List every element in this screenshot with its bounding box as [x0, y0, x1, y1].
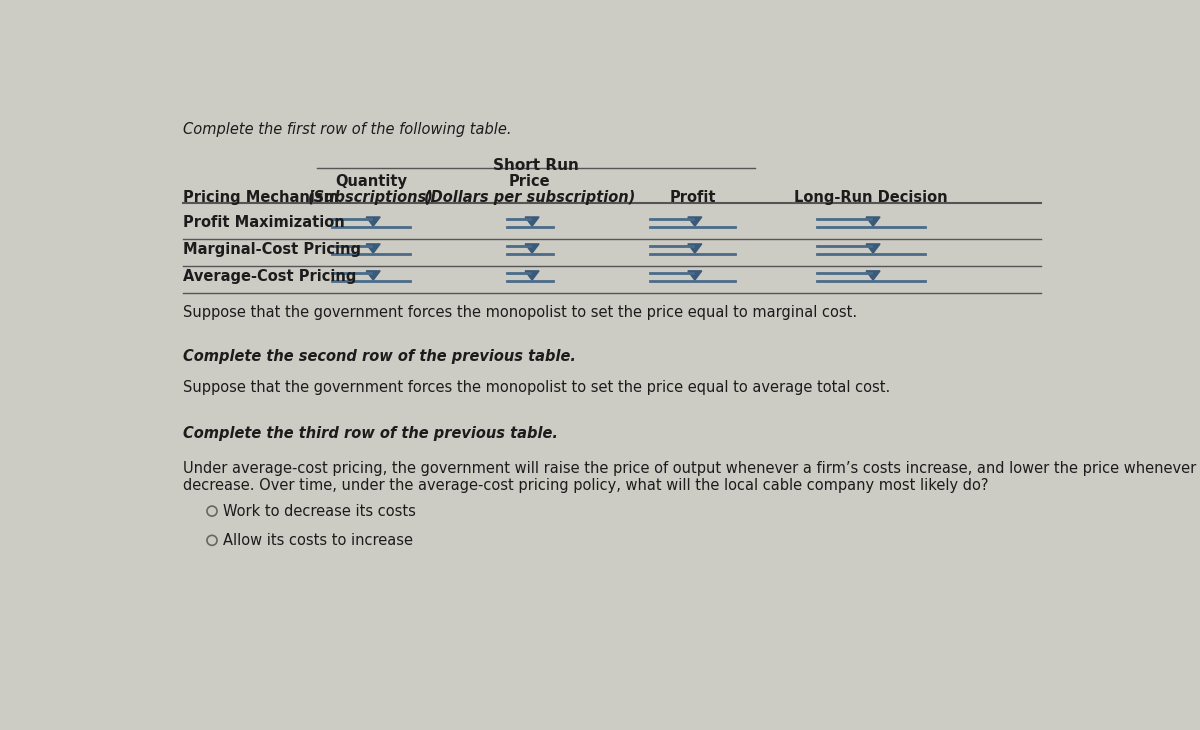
Text: Profit: Profit [670, 190, 715, 205]
Polygon shape [366, 244, 380, 253]
Polygon shape [866, 244, 880, 253]
Text: Quantity: Quantity [335, 174, 407, 189]
Text: Work to decrease its costs: Work to decrease its costs [223, 504, 415, 518]
Text: Allow its costs to increase: Allow its costs to increase [223, 533, 413, 548]
Text: Complete the first row of the following table.: Complete the first row of the following … [182, 122, 511, 137]
Text: Under average-cost pricing, the government will raise the price of output whenev: Under average-cost pricing, the governme… [182, 461, 1200, 476]
Text: (Dollars per subscription): (Dollars per subscription) [424, 190, 635, 205]
Polygon shape [366, 271, 380, 280]
Polygon shape [866, 217, 880, 226]
Text: Price: Price [509, 174, 551, 189]
Polygon shape [526, 217, 539, 226]
Text: Profit Maximization: Profit Maximization [182, 215, 344, 230]
Text: Marginal-Cost Pricing: Marginal-Cost Pricing [182, 242, 360, 257]
Text: decrease. Over time, under the average-cost pricing policy, what will the local : decrease. Over time, under the average-c… [182, 478, 988, 493]
Polygon shape [526, 271, 539, 280]
Text: Average-Cost Pricing: Average-Cost Pricing [182, 269, 356, 284]
Text: Short Run: Short Run [493, 158, 578, 174]
Text: Suppose that the government forces the monopolist to set the price equal to aver: Suppose that the government forces the m… [182, 380, 890, 395]
Text: (Subscriptions): (Subscriptions) [308, 190, 434, 205]
Text: Suppose that the government forces the monopolist to set the price equal to marg: Suppose that the government forces the m… [182, 304, 857, 320]
Polygon shape [866, 271, 880, 280]
Polygon shape [366, 217, 380, 226]
Text: Long-Run Decision: Long-Run Decision [794, 190, 948, 205]
Polygon shape [688, 217, 702, 226]
Polygon shape [688, 244, 702, 253]
Text: Complete the second row of the previous table.: Complete the second row of the previous … [182, 350, 576, 364]
Polygon shape [688, 271, 702, 280]
Text: Complete the third row of the previous table.: Complete the third row of the previous t… [182, 426, 558, 442]
Text: Pricing Mechanism: Pricing Mechanism [182, 190, 338, 205]
Polygon shape [526, 244, 539, 253]
